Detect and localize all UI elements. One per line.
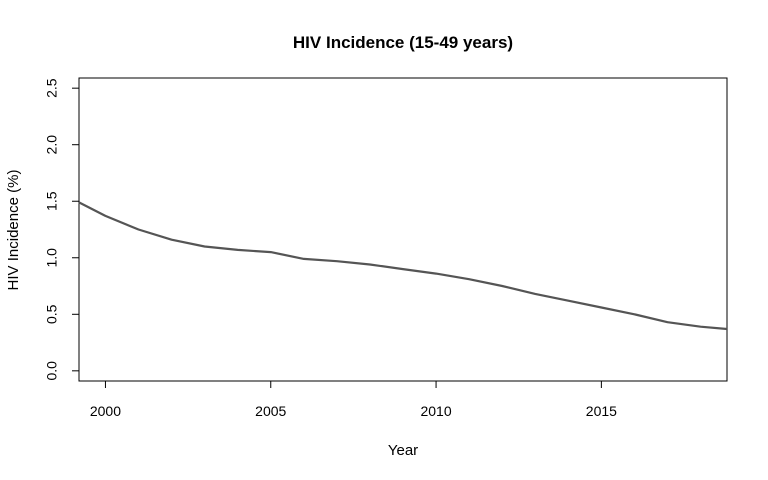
x-tick-label: 2005 bbox=[255, 403, 286, 419]
series-line bbox=[78, 201, 728, 331]
y-tick-label: 1.0 bbox=[44, 248, 60, 268]
x-tick-label: 2000 bbox=[90, 403, 121, 419]
y-tick-label: 2.5 bbox=[44, 78, 60, 98]
x-tick-label: 2015 bbox=[586, 403, 617, 419]
y-tick-label: 0.0 bbox=[44, 361, 60, 381]
y-tick-label: 1.5 bbox=[44, 191, 60, 211]
x-axis: 2000 2005 2010 2015 bbox=[90, 381, 617, 419]
x-axis-label: Year bbox=[388, 442, 418, 459]
y-tick-label: 0.5 bbox=[44, 304, 60, 324]
x-tick-label: 2010 bbox=[420, 403, 451, 419]
y-axis: 0.0 0.5 1.0 1.5 2.0 2.5 bbox=[44, 78, 79, 381]
y-axis-label: HIV Incidence (%) bbox=[5, 170, 22, 291]
chart-title: HIV Incidence (15-49 years) bbox=[293, 33, 513, 52]
y-tick-label: 2.0 bbox=[44, 135, 60, 155]
plot-frame bbox=[78, 77, 728, 382]
